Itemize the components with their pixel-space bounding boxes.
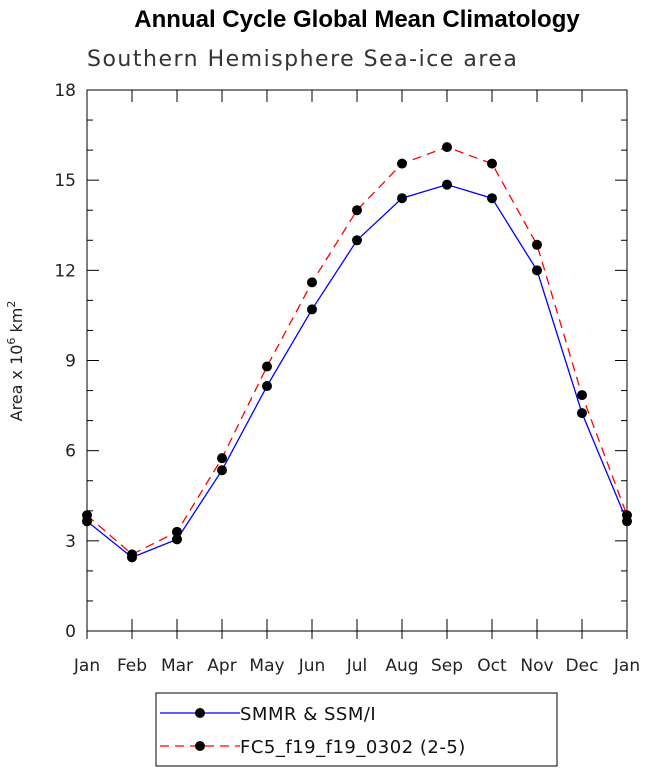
chart-subtitle: Southern Hemisphere Sea-ice area [87, 47, 518, 72]
plot-axes [86, 89, 628, 639]
data-point-s1-4 [262, 361, 272, 372]
x-tick-label: Apr [207, 656, 236, 676]
x-tick-label: Jul [346, 656, 368, 676]
y-axis-label: Area x 106 km2 [5, 301, 26, 422]
data-point-s1-9 [487, 158, 497, 169]
data-point-s1-6 [352, 205, 362, 216]
x-tick-label: Oct [477, 656, 507, 676]
y-tick-label: 12 [54, 261, 76, 281]
y-tick-label: 0 [65, 622, 76, 642]
data-point-s0-2 [172, 534, 182, 545]
data-point-s1-0 [82, 510, 92, 521]
x-tick-label: Sep [431, 656, 463, 676]
y-tick-label: 18 [54, 81, 76, 101]
data-point-s1-10 [532, 239, 542, 250]
y-tick-labels: 0 3 6 9 12 15 18 [54, 81, 76, 642]
data-point-s0-11 [577, 408, 587, 419]
data-point-s1-7 [397, 158, 407, 169]
y-tick-label: 3 [65, 532, 76, 552]
legend-label-fc5: FC5_f19_f19_0302 (2-5) [240, 737, 466, 758]
chart-title: Annual Cycle Global Mean Climatology [134, 6, 580, 33]
legend-marker-fc5 [195, 741, 205, 751]
data-point-s0-4 [262, 381, 272, 392]
legend-marker-smmr [195, 708, 205, 718]
data-point-s0-3 [217, 465, 227, 476]
x-tick-label: Mar [161, 656, 193, 676]
data-point-s0-8 [442, 179, 452, 190]
data-point-s1-1 [127, 549, 137, 560]
x-tick-labels: Jan Feb Mar Apr May Jun Jul Aug Sep Oct Nov Dec Jan [73, 656, 640, 676]
x-tick-label: Dec [566, 656, 599, 676]
series-layer [82, 142, 632, 563]
data-point-s0-7 [397, 193, 407, 204]
x-tick-label: Feb [117, 656, 147, 676]
x-tick-label: May [249, 656, 284, 676]
legend-label-smmr: SMMR & SSM/I [240, 704, 376, 725]
data-point-s1-11 [577, 390, 587, 401]
x-tick-label: Aug [385, 656, 418, 676]
legend: SMMR & SSM/I FC5_f19_f19_0302 (2-5) [155, 692, 558, 767]
data-point-s1-8 [442, 142, 452, 153]
data-point-s1-5 [307, 277, 317, 288]
data-point-s0-6 [352, 235, 362, 246]
data-point-s0-10 [532, 265, 542, 276]
x-tick-label: Jan [613, 656, 640, 676]
data-point-s1-3 [217, 453, 227, 464]
data-point-s0-5 [307, 304, 317, 315]
y-tick-label: 15 [54, 171, 76, 191]
x-tick-label: Jun [298, 656, 326, 676]
y-tick-label: 6 [65, 442, 76, 462]
data-point-s0-9 [487, 193, 497, 204]
data-point-s1-2 [172, 526, 182, 537]
x-tick-label: Jan [73, 656, 100, 676]
data-point-s1-12 [622, 510, 632, 521]
x-tick-label: Nov [520, 656, 553, 676]
plot-frame [86, 89, 628, 632]
y-tick-label: 9 [65, 352, 76, 372]
legend-box [155, 692, 558, 767]
